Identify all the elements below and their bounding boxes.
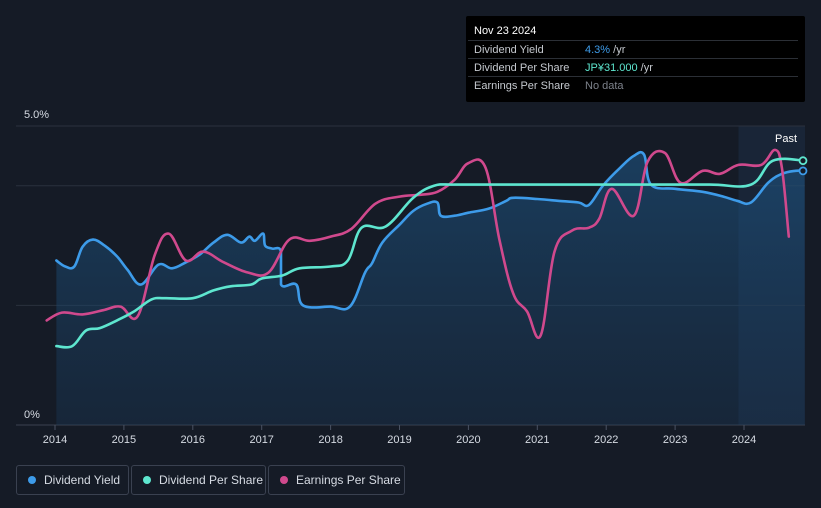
- y-tick-label-top: 5.0%: [24, 109, 49, 121]
- x-tick-label: 2024: [732, 434, 756, 446]
- tooltip-value: No data: [585, 80, 624, 92]
- legend-item-dividend-yield[interactable]: Dividend Yield: [16, 465, 129, 495]
- legend-item-earnings-per-share[interactable]: Earnings Per Share: [268, 465, 405, 495]
- label-layer: 5.0% 0% Past 2014 2015 2016 2017 2018 2019 2020 20…: [24, 109, 797, 446]
- dividend-per-share-line: [55, 157, 806, 349]
- x-tick-label: 2014: [43, 434, 67, 446]
- x-tick-label: 2018: [318, 434, 342, 446]
- tooltip-value: 4.3%: [585, 44, 611, 56]
- earnings-per-share-line: [45, 148, 791, 339]
- legend-dot-icon: [143, 476, 151, 484]
- dividend-yield-end-marker: [798, 166, 808, 176]
- tooltip-row-dividend-yield: Dividend Yield 4.3% /yr: [468, 40, 798, 58]
- legend-label: Earnings Per Share: [296, 473, 401, 487]
- legend-dot-icon: [280, 476, 288, 484]
- tooltip-unit: /yr: [610, 44, 626, 56]
- x-tick-label: 2016: [181, 434, 205, 446]
- dividend-yield-line: [55, 150, 806, 311]
- tooltip-row-earnings-per-share: Earnings Per Share No data: [468, 76, 798, 94]
- tooltip-row-dividend-per-share: Dividend Per Share JP¥31.000 /yr: [468, 58, 798, 76]
- tooltip-unit: /yr: [637, 62, 653, 74]
- legend-label: Dividend Yield: [44, 473, 121, 487]
- tooltip-value: JP¥31.000: [585, 62, 638, 74]
- dividend-yield-area: [56, 152, 805, 426]
- past-label: Past: [775, 133, 797, 145]
- series-layer: [45, 148, 808, 426]
- x-tick-label: 2020: [456, 434, 480, 446]
- x-tick-label: 2015: [112, 434, 136, 446]
- tooltip-label: Dividend Yield: [474, 44, 544, 56]
- x-tick-label: 2017: [249, 434, 273, 446]
- x-tick-label: 2022: [594, 434, 618, 446]
- x-tick-label: 2021: [525, 434, 549, 446]
- tooltip: Nov 23 2024 Dividend Yield 4.3% /yr Divi…: [466, 16, 805, 102]
- x-tick-label: 2019: [387, 434, 411, 446]
- legend-dot-icon: [28, 476, 36, 484]
- tooltip-date: Nov 23 2024: [474, 25, 537, 37]
- y-tick-label-bottom: 0%: [24, 409, 40, 421]
- dividend-per-share-end-marker: [798, 156, 808, 166]
- tooltip-label: Dividend Per Share: [474, 62, 570, 74]
- x-tick-label: 2023: [663, 434, 687, 446]
- legend-label: Dividend Per Share: [159, 473, 264, 487]
- legend-item-dividend-per-share[interactable]: Dividend Per Share: [131, 465, 266, 495]
- tooltip-label: Earnings Per Share: [474, 80, 570, 92]
